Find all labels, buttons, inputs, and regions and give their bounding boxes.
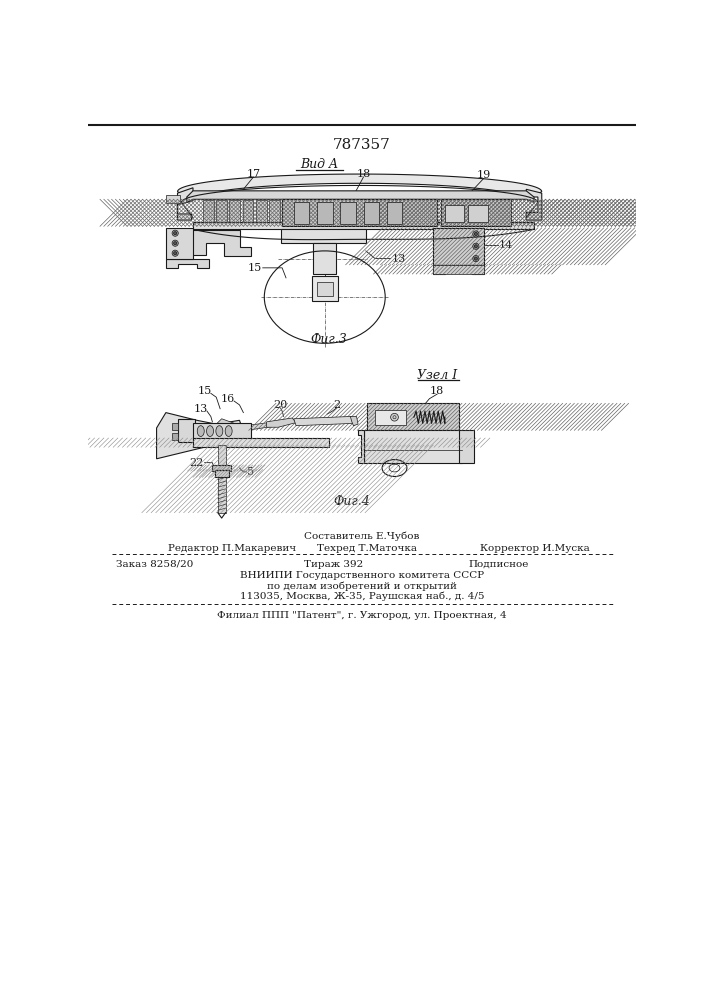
Bar	[363, 202, 379, 224]
Text: Филиал ППП "Патент", г. Ужгород, ул. Проектная, 4: Филиал ППП "Патент", г. Ужгород, ул. Про…	[217, 611, 507, 620]
Bar	[375, 410, 406, 425]
Bar	[269, 200, 280, 222]
Circle shape	[473, 256, 479, 262]
Text: 15: 15	[248, 263, 262, 273]
Text: 5: 5	[247, 467, 255, 477]
Polygon shape	[187, 191, 534, 202]
Circle shape	[474, 257, 477, 260]
Circle shape	[474, 245, 477, 248]
Ellipse shape	[216, 426, 223, 436]
Text: 18: 18	[430, 386, 444, 396]
Text: 113035, Москва, Ж-35, Раушская наб., д. 4/5: 113035, Москва, Ж-35, Раушская наб., д. …	[240, 591, 484, 601]
Polygon shape	[216, 422, 279, 434]
Bar	[193, 438, 329, 447]
Text: 4: 4	[168, 419, 175, 429]
Bar	[166, 195, 180, 203]
Bar	[433, 265, 484, 274]
Bar	[317, 282, 332, 296]
Bar	[215, 470, 228, 477]
Bar	[293, 202, 309, 224]
Text: Редактор П.Макаревич: Редактор П.Макаревич	[168, 544, 296, 553]
Polygon shape	[526, 189, 542, 220]
Circle shape	[474, 232, 477, 235]
Bar	[368, 403, 459, 430]
Bar	[216, 200, 227, 222]
Polygon shape	[177, 230, 251, 256]
Bar	[312, 276, 338, 301]
Polygon shape	[267, 418, 296, 427]
Bar	[459, 430, 474, 463]
Polygon shape	[293, 416, 354, 426]
Bar	[218, 445, 226, 513]
Circle shape	[172, 250, 178, 256]
Polygon shape	[433, 265, 484, 274]
Polygon shape	[156, 413, 243, 459]
Circle shape	[174, 232, 177, 235]
Text: Заказ 8258/20: Заказ 8258/20	[115, 560, 193, 569]
Bar	[212, 465, 231, 471]
Circle shape	[391, 413, 398, 421]
Circle shape	[172, 230, 178, 236]
Polygon shape	[351, 416, 358, 426]
Ellipse shape	[206, 426, 214, 436]
Text: 13: 13	[391, 254, 406, 264]
Ellipse shape	[197, 426, 204, 436]
Polygon shape	[216, 419, 247, 432]
Text: по делам изобретений и открытий: по делам изобретений и открытий	[267, 581, 457, 591]
Text: 13: 13	[194, 404, 208, 414]
Text: Подписное: Подписное	[468, 560, 529, 569]
Polygon shape	[177, 188, 193, 220]
Bar	[256, 200, 267, 222]
Text: 15: 15	[197, 386, 212, 396]
Polygon shape	[193, 222, 534, 229]
Bar	[172, 423, 177, 430]
Text: Вид A: Вид A	[300, 158, 339, 171]
Bar	[468, 205, 488, 222]
Circle shape	[174, 252, 177, 255]
Text: 19: 19	[477, 170, 491, 180]
Text: 16: 16	[221, 394, 235, 404]
Bar	[193, 423, 251, 440]
Text: 20: 20	[274, 400, 288, 410]
Text: Корректор И.Муска: Корректор И.Муска	[480, 544, 590, 553]
Bar	[387, 202, 402, 224]
Text: Узел I: Узел I	[417, 369, 457, 382]
Text: 18: 18	[356, 169, 370, 179]
Bar	[172, 433, 177, 440]
Circle shape	[172, 240, 178, 246]
Bar	[203, 200, 214, 222]
Text: 1: 1	[275, 439, 281, 448]
Polygon shape	[177, 174, 542, 201]
Bar	[433, 228, 484, 265]
Bar	[230, 200, 240, 222]
Bar	[340, 202, 356, 224]
Text: ВНИИПИ Государственного комитета СССР: ВНИИПИ Государственного комитета СССР	[240, 571, 484, 580]
Text: Техред Т.Маточка: Техред Т.Маточка	[317, 544, 417, 553]
Text: Фиг.3: Фиг.3	[310, 333, 347, 346]
Bar	[364, 430, 462, 463]
Circle shape	[473, 231, 479, 237]
Text: Составитель Е.Чубов: Составитель Е.Чубов	[304, 531, 420, 541]
Polygon shape	[166, 259, 209, 268]
Bar	[313, 243, 337, 274]
Text: 2: 2	[333, 400, 340, 410]
Bar	[243, 200, 253, 222]
Bar	[317, 202, 332, 224]
Text: 17: 17	[246, 169, 260, 179]
Text: Тираж 392: Тираж 392	[304, 560, 363, 569]
Bar	[445, 205, 464, 222]
Bar	[177, 419, 194, 442]
Bar	[281, 229, 366, 243]
Circle shape	[174, 242, 177, 245]
Text: 787357: 787357	[333, 138, 391, 152]
Polygon shape	[358, 430, 364, 463]
Text: Фиг.4: Фиг.4	[334, 495, 370, 508]
Bar	[441, 199, 510, 226]
Bar	[166, 228, 193, 259]
Bar	[282, 199, 437, 226]
Text: 22: 22	[189, 458, 203, 468]
Ellipse shape	[225, 426, 232, 436]
Text: 14: 14	[499, 240, 513, 250]
Circle shape	[473, 243, 479, 249]
